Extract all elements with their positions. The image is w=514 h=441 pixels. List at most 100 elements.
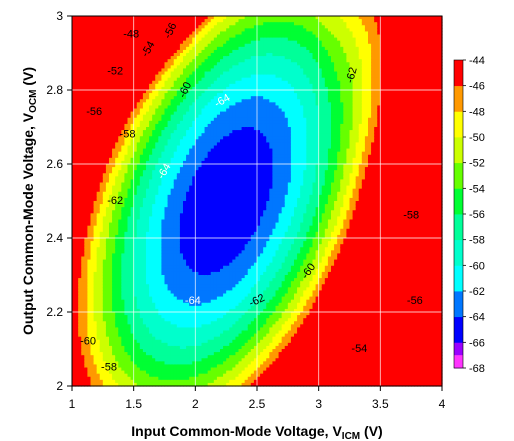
contour-cell	[75, 324, 79, 329]
contour-cell	[93, 170, 98, 174]
contour-cell	[90, 43, 95, 48]
contour-cell	[81, 108, 85, 113]
contour-cell	[109, 139, 113, 144]
contour-cell	[90, 253, 95, 258]
contour-cell	[87, 287, 92, 292]
contour-cell	[72, 28, 76, 33]
contour-cell	[75, 182, 79, 187]
contour-cell	[93, 68, 98, 73]
contour-cell	[105, 244, 110, 248]
contour-cell	[78, 201, 82, 205]
contour-cell	[81, 370, 85, 375]
contour-cell	[105, 133, 110, 137]
contour-cell	[75, 318, 79, 322]
contour-cell	[96, 25, 101, 29]
contour-cell	[81, 46, 85, 51]
contour-cell	[109, 188, 113, 193]
contour-cell	[87, 154, 92, 159]
contour-cell	[90, 204, 95, 208]
contour-cell	[75, 49, 79, 54]
contour-cell	[99, 68, 104, 73]
contour-cell	[90, 361, 95, 366]
contour-cell	[87, 123, 92, 128]
contour-cell	[102, 86, 107, 91]
contour-cell	[109, 16, 113, 20]
contour-cell	[84, 213, 89, 218]
contour-cell	[99, 25, 104, 29]
contour-cell	[81, 130, 85, 134]
contour-cell	[84, 207, 89, 211]
contour-cell	[96, 367, 101, 372]
contour-cell	[72, 256, 76, 261]
contour-cell	[105, 74, 110, 79]
contour-cell	[72, 345, 76, 350]
contour-cell	[102, 133, 107, 137]
contour-cell	[109, 182, 113, 187]
contour-cell	[96, 299, 101, 304]
contour-cell	[105, 105, 110, 110]
contour-cell	[72, 268, 76, 273]
contour-cell	[72, 349, 76, 353]
contour-cell	[102, 56, 107, 60]
contour-cell	[105, 247, 110, 251]
contour-cell	[99, 77, 104, 82]
contour-cell	[72, 90, 76, 94]
contour-cell	[81, 315, 85, 319]
contour-cell	[90, 65, 95, 70]
contour-cell	[93, 117, 98, 122]
contour-cell	[102, 315, 107, 319]
contour-cell	[105, 173, 110, 177]
contour-cell	[99, 216, 104, 221]
contour-cell	[81, 53, 85, 57]
contour-cell	[84, 83, 89, 88]
contour-cell	[87, 284, 92, 288]
contour-cell	[99, 241, 104, 245]
contour-cell	[87, 185, 92, 190]
contour-cell	[93, 321, 98, 325]
contour-cell	[84, 296, 89, 301]
contour-cell	[102, 145, 107, 150]
contour-cell	[90, 185, 95, 190]
contour-cell	[75, 210, 79, 214]
contour-cell	[72, 74, 76, 79]
contour-cell	[81, 90, 85, 94]
contour-cell	[75, 207, 79, 211]
contour-cell	[78, 93, 82, 97]
contour-cell	[105, 345, 110, 350]
contour-cell	[93, 19, 98, 23]
contour-cell	[93, 382, 98, 387]
contour-cell	[99, 250, 104, 255]
contour-cell	[87, 299, 92, 304]
contour-cell	[109, 28, 113, 33]
contour-cell	[81, 56, 85, 60]
contour-cell	[75, 188, 79, 193]
contour-cell	[84, 108, 89, 113]
contour-cell	[75, 382, 79, 387]
contour-cell	[81, 327, 85, 332]
contour-cell	[78, 376, 82, 381]
contour-cell	[105, 148, 110, 153]
contour-cell	[93, 80, 98, 85]
contour-cell	[84, 336, 89, 341]
contour-cell	[84, 182, 89, 187]
contour-cell	[78, 16, 82, 20]
contour-cell	[90, 376, 95, 381]
contour-cell	[81, 265, 85, 270]
contour-cell	[99, 46, 104, 51]
contour-cell	[78, 136, 82, 140]
contour-cell	[109, 86, 113, 91]
contour-cell	[75, 315, 79, 319]
contour-cell	[96, 250, 101, 255]
contour-cell	[102, 127, 107, 131]
contour-cell	[93, 154, 98, 159]
contour-cell	[109, 167, 113, 171]
contour-cell	[102, 373, 107, 378]
contour-cell	[78, 228, 82, 233]
contour-cell	[75, 90, 79, 94]
contour-cell	[109, 142, 113, 147]
contour-cell	[96, 234, 101, 239]
contour-cell	[96, 28, 101, 33]
contour-cell	[84, 191, 89, 196]
contour-cell	[90, 219, 95, 224]
contour-cell	[102, 308, 107, 313]
